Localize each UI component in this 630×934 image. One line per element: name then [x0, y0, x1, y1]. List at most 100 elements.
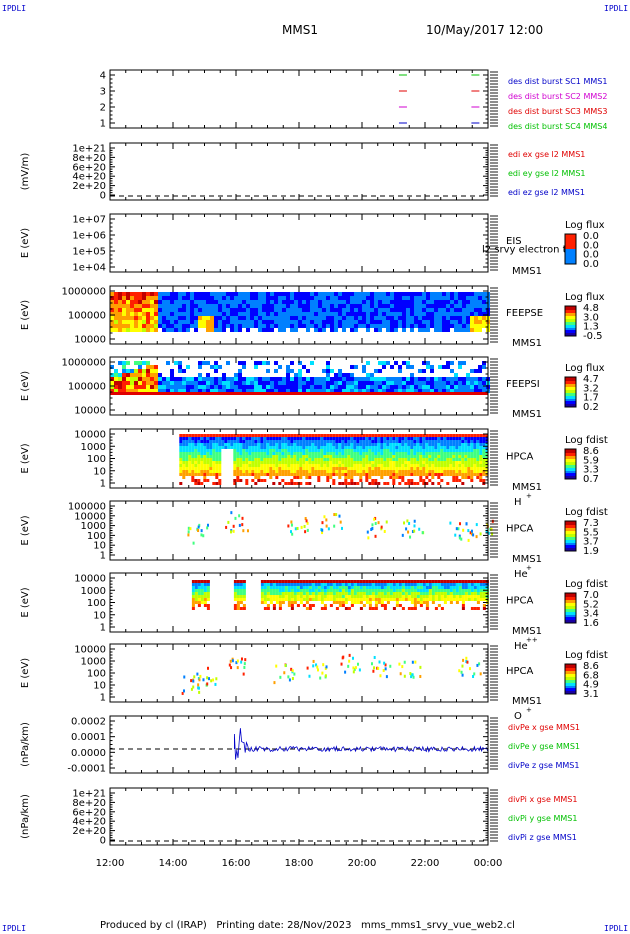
- feepsi-cell: [158, 373, 162, 377]
- hpca-hepp-cell: [425, 580, 429, 583]
- feepse-cell: [470, 328, 474, 332]
- hpca-h-cell: [320, 455, 324, 458]
- feepsi-cell: [154, 365, 158, 369]
- colorbar-segment: [565, 239, 576, 241]
- hpca_o-cell: [347, 664, 350, 668]
- feepse-cell: [266, 328, 270, 332]
- hpca-hepp-cell: [437, 586, 441, 589]
- feepse-cell: [138, 296, 142, 300]
- hpca-h-cell: [386, 446, 390, 449]
- hpca-hepp-cell: [281, 592, 285, 595]
- colorbar-tick-label: 7.0: [583, 590, 599, 601]
- hpca-hepp-cell: [410, 595, 414, 598]
- hpca-hepp-cell: [428, 598, 432, 601]
- feepsi-cell: [478, 377, 482, 381]
- legend-entry: divPe z gse MMS1: [508, 761, 579, 770]
- feepse-cell: [158, 300, 162, 304]
- hpca-hepp-cell: [305, 595, 309, 598]
- feepsi-cell: [178, 369, 182, 373]
- hpca_o-cell: [340, 662, 343, 666]
- feepse-cell: [466, 316, 470, 320]
- feepse-cell: [326, 304, 330, 308]
- feepse-cell: [306, 316, 310, 320]
- hpca-h-cell: [476, 443, 480, 446]
- feepse-cell: [142, 324, 146, 328]
- hpca-hepp-cell: [467, 586, 471, 589]
- colorbar-segment: [565, 467, 576, 469]
- feepse-cell: [438, 324, 442, 328]
- hpca-hepp-cell: [281, 580, 285, 583]
- hpca_o-cell: [291, 669, 294, 673]
- feepsi-cell: [218, 365, 222, 369]
- feepse-cell: [210, 320, 214, 324]
- feepse-cell: [122, 308, 126, 312]
- hpca-h-cell: [371, 473, 375, 476]
- feepse-cell: [314, 320, 318, 324]
- hpca-h-cell: [329, 476, 333, 479]
- hpca-hepp-cell: [308, 580, 312, 583]
- feepse-cell: [138, 324, 142, 328]
- hpca-h-cell: [329, 461, 333, 464]
- feepsi-cell: [446, 385, 450, 389]
- hpca-h-cell: [473, 455, 477, 458]
- hpca-h-cell: [212, 452, 216, 455]
- y-tick-label: 1: [100, 623, 106, 634]
- species-label: He: [514, 569, 528, 580]
- feepse-cell: [110, 328, 114, 332]
- feepsi-cell: [362, 365, 366, 369]
- feepse-cell: [210, 308, 214, 312]
- colorbar-segment: [565, 249, 576, 251]
- feepse-cell: [242, 320, 246, 324]
- feepsi-cell: [350, 373, 354, 377]
- hpca-h-cell: [248, 440, 252, 443]
- hpca-h-cell: [368, 443, 372, 446]
- hpca-h-cell: [284, 449, 288, 452]
- feepse-cell: [442, 308, 446, 312]
- hpca-h-cell: [284, 461, 288, 464]
- feepsi-cell: [286, 385, 290, 389]
- feepse-cell: [162, 300, 166, 304]
- hpca-h-cell: [422, 470, 426, 473]
- feepse-cell: [482, 324, 486, 328]
- hpca-h-cell: [374, 437, 378, 440]
- hpca-hepp-cell: [344, 589, 348, 592]
- hpca-hepp-cell: [287, 601, 291, 604]
- feepse-cell: [214, 324, 218, 328]
- feepse-cell: [114, 296, 118, 300]
- hpca-h-cell: [323, 470, 327, 473]
- hpca_he-cell: [333, 513, 336, 517]
- hpca_he-cell: [489, 527, 492, 531]
- feepsi-cell: [134, 369, 138, 373]
- feepsi-cell: [218, 385, 222, 389]
- feepse-cell: [338, 304, 342, 308]
- hpca-hepp-cell: [305, 601, 309, 604]
- feepse-cell: [326, 316, 330, 320]
- feepsi-cell: [418, 385, 422, 389]
- hpca-hepp-cell: [389, 595, 393, 598]
- feepse-cell: [182, 304, 186, 308]
- hpca-h-cell: [323, 440, 327, 443]
- hpca-h-cell: [206, 473, 210, 476]
- y-tick-label: 10: [93, 610, 106, 621]
- feepsi-cell: [150, 389, 154, 393]
- hpca-h-cell: [380, 461, 384, 464]
- hpca-hepp-cell: [350, 592, 354, 595]
- feepsi-cell: [442, 365, 446, 369]
- hpca-h-cell: [305, 455, 309, 458]
- hpca-h-cell: [386, 467, 390, 470]
- feepse-cell: [354, 292, 358, 296]
- hpca-hepp-cell: [332, 592, 336, 595]
- hpca-h-cell: [311, 464, 315, 467]
- feepsi-cell: [114, 389, 118, 393]
- colorbar-segment: [565, 619, 576, 621]
- feepsi-cell: [270, 377, 274, 381]
- hpca-hepp-cell: [359, 607, 363, 610]
- hpca-h-cell: [236, 452, 240, 455]
- feepsi-cell: [318, 385, 322, 389]
- hpca-hepp-cell: [374, 601, 378, 604]
- hpca-hepp-cell: [311, 586, 315, 589]
- feepse-cell: [306, 296, 310, 300]
- hpca_he-cell: [338, 514, 341, 518]
- feepse-cell: [130, 300, 134, 304]
